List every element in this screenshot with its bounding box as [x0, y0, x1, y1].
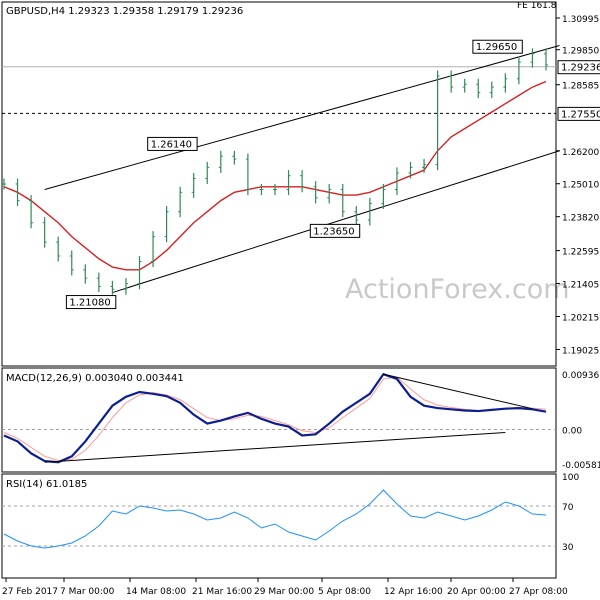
price-tick-label: 1.22595: [562, 248, 599, 258]
rsi-panel: 100 70 30: [2, 473, 579, 553]
price-tick-label: 1.21405: [562, 281, 599, 291]
x-tick-label: 5 Apr 08:00: [318, 587, 371, 597]
x-tick-label: 12 Apr 16:00: [384, 587, 443, 597]
swing-label-text: 1.29650: [476, 42, 517, 53]
price-tick-label: 1.26200: [562, 148, 599, 158]
swing-label-text: 1.23650: [313, 226, 354, 237]
macd-line: [3, 372, 547, 464]
rsi-tick-label: 100: [562, 473, 579, 483]
macd-trend-line: [383, 373, 533, 410]
macd-panel-frame: [1, 367, 557, 473]
swing-label-box: [472, 39, 523, 54]
current-price-label: 1.29236: [557, 60, 600, 75]
x-tick-label: 7 Mar 00:00: [60, 587, 115, 597]
watermark: ActionForex.com: [345, 274, 570, 305]
x-tick-label: 29 Mar 00:00: [254, 587, 314, 597]
x-tick-label: 20 Apr 00:00: [447, 587, 506, 597]
rsi-line: [3, 489, 547, 549]
x-tick-label: 14 Mar 08:00: [126, 587, 186, 597]
swing-label-text: 1.21080: [69, 298, 110, 309]
x-axis: 27 Feb 2017 7 Mar 00:00 14 Mar 08:00 21 Mar…: [2, 578, 568, 597]
swing-label: 1.21080: [65, 295, 117, 310]
macd-signal-line: [3, 376, 547, 461]
price-tick-label: 1.25010: [562, 181, 599, 191]
swing-label: 1.29650: [472, 39, 523, 54]
price-tick-label: 1.28585: [562, 82, 599, 92]
price-panel-frame: [1, 1, 557, 367]
price-tick-label: 1.29850: [562, 47, 599, 57]
level-label-box: [557, 106, 600, 121]
price-labels: 1.26140 1.21080 1.23650 1.29650: [65, 39, 523, 310]
ma-line: [3, 80, 547, 271]
swing-label-text: 1.26140: [151, 139, 192, 150]
x-tick-label: 27 Feb 2017: [2, 587, 58, 597]
x-tick-label: 21 Mar 16:00: [192, 587, 252, 597]
channel-lower-line: [112, 150, 560, 294]
price-tick-label: 1.19025: [562, 346, 599, 356]
level-label-text: 1.27550: [561, 109, 600, 120]
rsi-title: RSI(14) 61.0185: [6, 479, 87, 490]
moving-average: [3, 80, 547, 271]
swing-label: 1.26140: [147, 136, 198, 151]
price-bars: [2, 48, 548, 295]
price-y-axis: 1.30995 1.29850 1.28585 1.26200 1.25010 1.238…: [556, 15, 599, 356]
macd-tick-label: 0.009367: [562, 371, 600, 381]
x-tick-label: 27 Apr 08:00: [509, 587, 568, 597]
macd-tick-label: 0.00: [562, 427, 582, 437]
macd-tick-label: -0.005819: [562, 461, 600, 471]
rsi-panel-frame: [1, 473, 557, 579]
macd-trend-line: [44, 432, 506, 463]
fe-label: FE 161.8: [517, 1, 557, 11]
price-tick-label: 1.20215: [562, 314, 599, 324]
swing-label-box: [309, 223, 361, 238]
trend-channel: [44, 45, 560, 294]
price-tick-label: 1.23820: [562, 214, 599, 224]
level-label: 1.27550: [557, 106, 600, 121]
level-line: 1.27550 1.29236: [2, 60, 600, 121]
chart-title: GBPUSD,H4 1.29323 1.29358 1.29179 1.2923…: [6, 6, 243, 17]
swing-label-box: [65, 295, 117, 310]
macd-title: MACD(12,26,9) 0.003040 0.003441: [6, 373, 184, 384]
swing-label-box: [147, 136, 198, 151]
current-price-label-text: 1.29236: [561, 63, 600, 74]
price-tick-label: 1.30995: [562, 15, 599, 25]
macd-panel: 0.009367 0.00 -0.005819: [2, 371, 600, 471]
rsi-tick-label: 70: [562, 503, 574, 513]
channel-upper-line: [44, 45, 560, 191]
rsi-tick-label: 30: [562, 543, 574, 553]
swing-label: 1.23650: [309, 223, 361, 238]
current-price-label-box: [557, 60, 600, 75]
